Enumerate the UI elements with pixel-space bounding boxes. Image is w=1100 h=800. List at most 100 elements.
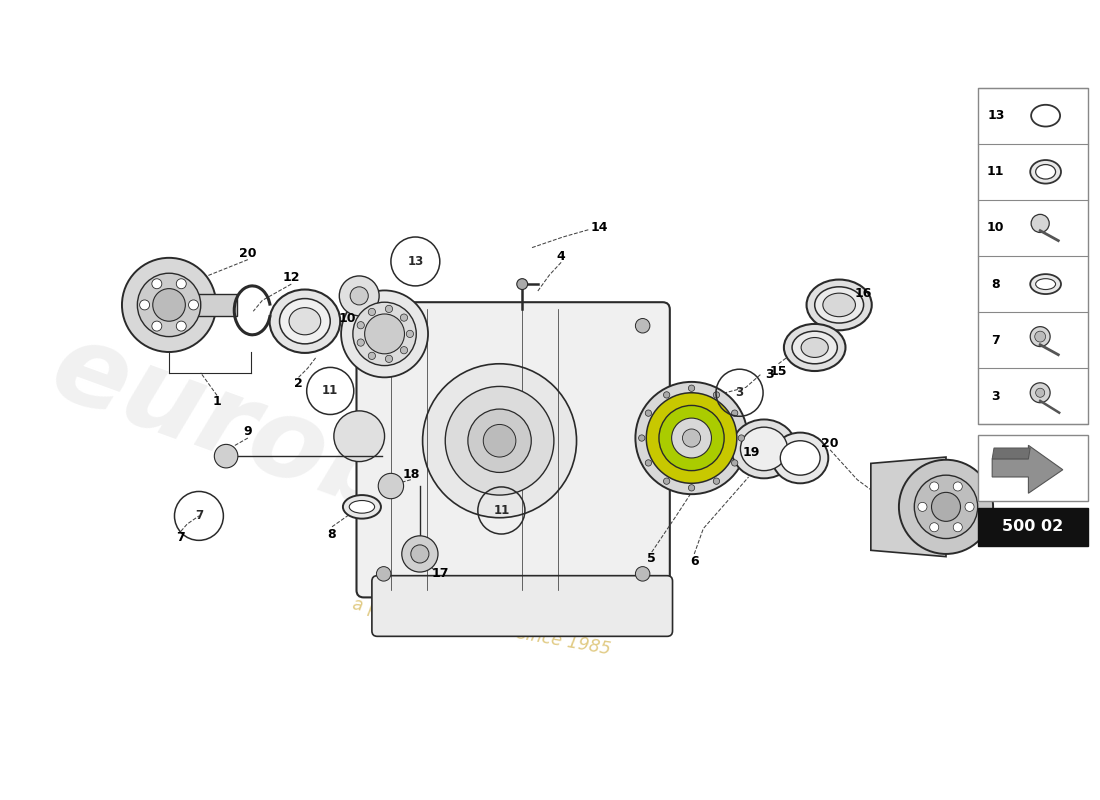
Circle shape — [647, 393, 737, 483]
Circle shape — [517, 278, 528, 290]
Circle shape — [385, 355, 393, 362]
Circle shape — [350, 287, 368, 305]
Circle shape — [689, 385, 695, 391]
Text: 7: 7 — [195, 510, 204, 522]
Text: 20: 20 — [822, 437, 839, 450]
Circle shape — [954, 482, 962, 491]
Circle shape — [410, 545, 429, 563]
Circle shape — [639, 435, 645, 442]
Circle shape — [376, 318, 390, 333]
Circle shape — [954, 522, 962, 532]
Circle shape — [188, 300, 198, 310]
Circle shape — [965, 502, 975, 511]
Circle shape — [636, 566, 650, 581]
Text: 12: 12 — [283, 271, 300, 284]
Circle shape — [917, 502, 927, 511]
Text: 9: 9 — [243, 425, 252, 438]
Circle shape — [152, 321, 162, 331]
Circle shape — [663, 392, 670, 398]
FancyBboxPatch shape — [978, 87, 1088, 425]
Circle shape — [713, 478, 719, 484]
Circle shape — [353, 302, 416, 366]
Circle shape — [153, 289, 186, 322]
Circle shape — [899, 460, 993, 554]
Circle shape — [713, 392, 719, 398]
FancyBboxPatch shape — [356, 302, 670, 598]
Circle shape — [732, 410, 738, 416]
Text: 3: 3 — [736, 386, 744, 399]
Ellipse shape — [350, 501, 375, 513]
Circle shape — [483, 425, 516, 457]
Circle shape — [1031, 326, 1050, 346]
Ellipse shape — [279, 298, 330, 344]
Text: 7: 7 — [176, 531, 185, 544]
Circle shape — [682, 429, 701, 447]
Circle shape — [140, 300, 150, 310]
Text: 500 02: 500 02 — [1002, 519, 1064, 534]
Circle shape — [672, 418, 712, 458]
Ellipse shape — [732, 419, 796, 478]
Text: 10: 10 — [339, 312, 356, 325]
Circle shape — [406, 330, 414, 338]
Polygon shape — [992, 448, 1031, 459]
Circle shape — [689, 485, 695, 491]
Polygon shape — [992, 446, 1063, 494]
Text: 11: 11 — [493, 504, 509, 517]
Polygon shape — [186, 294, 236, 316]
Circle shape — [364, 314, 405, 354]
Circle shape — [636, 318, 650, 333]
Polygon shape — [871, 457, 946, 557]
Circle shape — [914, 475, 978, 538]
Circle shape — [930, 482, 938, 491]
Text: 7: 7 — [991, 334, 1000, 346]
FancyBboxPatch shape — [372, 576, 672, 636]
Circle shape — [214, 444, 238, 468]
Ellipse shape — [1035, 278, 1056, 290]
Circle shape — [376, 566, 390, 581]
Ellipse shape — [772, 433, 828, 483]
Text: 11: 11 — [322, 385, 339, 398]
Text: 10: 10 — [987, 222, 1004, 234]
Text: 4: 4 — [557, 250, 565, 263]
Text: 18: 18 — [403, 468, 419, 481]
Ellipse shape — [815, 287, 864, 323]
Circle shape — [339, 276, 380, 316]
Circle shape — [732, 460, 738, 466]
Text: 3: 3 — [766, 368, 773, 381]
Ellipse shape — [801, 338, 828, 358]
FancyBboxPatch shape — [978, 508, 1088, 546]
Circle shape — [334, 411, 385, 462]
Circle shape — [385, 306, 393, 313]
Text: a passion for parts since 1985: a passion for parts since 1985 — [351, 594, 612, 658]
Circle shape — [358, 339, 364, 346]
Circle shape — [1035, 331, 1046, 342]
Text: 8: 8 — [328, 527, 337, 541]
Ellipse shape — [270, 290, 340, 353]
Circle shape — [358, 322, 364, 329]
Circle shape — [738, 435, 745, 442]
Circle shape — [650, 443, 690, 483]
Circle shape — [138, 274, 200, 337]
Circle shape — [1035, 388, 1045, 398]
Ellipse shape — [806, 279, 871, 330]
Ellipse shape — [289, 308, 321, 335]
Circle shape — [930, 522, 938, 532]
Text: 13: 13 — [987, 109, 1004, 122]
Text: 8: 8 — [991, 278, 1000, 290]
Circle shape — [368, 352, 375, 359]
Text: 5: 5 — [647, 552, 656, 565]
Circle shape — [1031, 382, 1050, 402]
Ellipse shape — [780, 441, 821, 475]
Circle shape — [341, 290, 428, 378]
Circle shape — [400, 346, 408, 354]
Circle shape — [646, 410, 651, 416]
Text: 6: 6 — [690, 554, 698, 568]
Ellipse shape — [1031, 274, 1062, 294]
Text: 3: 3 — [991, 390, 1000, 403]
Ellipse shape — [1035, 165, 1056, 179]
Ellipse shape — [1031, 160, 1062, 183]
Circle shape — [176, 321, 186, 331]
Circle shape — [402, 536, 438, 572]
Circle shape — [368, 308, 375, 315]
Ellipse shape — [792, 331, 837, 364]
